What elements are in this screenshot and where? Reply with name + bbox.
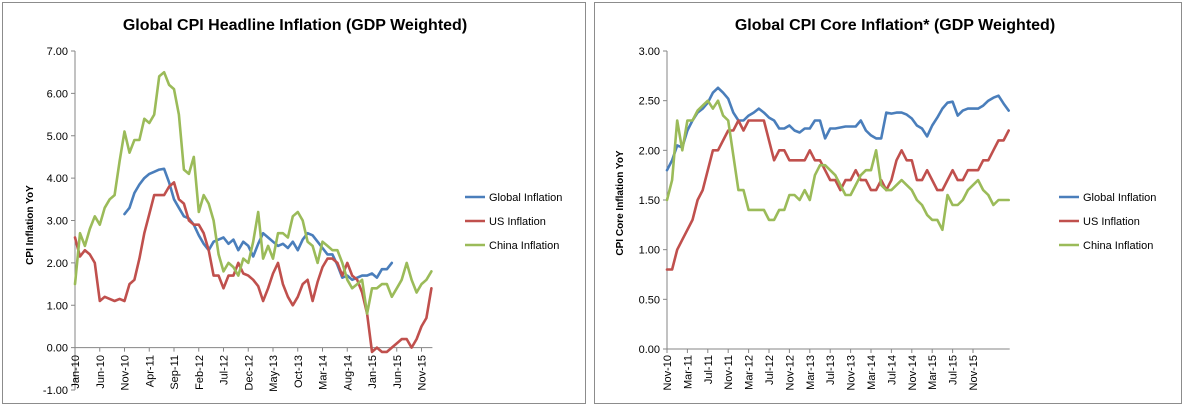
- x-tick-label: May-13: [268, 355, 280, 392]
- y-tick-label: 7.00: [47, 46, 68, 58]
- y-tick-label: 2.50: [639, 96, 660, 108]
- x-tick-label: Jun-10: [95, 355, 107, 389]
- legend-label: Global Inflation: [489, 192, 562, 204]
- x-tick-label: Jul-15: [948, 355, 960, 385]
- x-tick-label: Jul-14: [886, 355, 898, 385]
- x-tick-label: Aug-14: [342, 355, 354, 390]
- core-inflation-chart-panel: Global CPI Core Inflation* (GDP Weighted…: [594, 2, 1182, 404]
- x-tick-label: Jan-15: [367, 355, 379, 389]
- y-tick-label: 5.00: [47, 131, 68, 143]
- core-inflation-chart: Global CPI Core Inflation* (GDP Weighted…: [615, 17, 1156, 390]
- series-line-global-inflation: [123, 167, 394, 282]
- y-tick-label: -1.00: [43, 385, 68, 397]
- x-tick-label: Jul-12: [219, 355, 231, 385]
- y-tick-label: 0.00: [47, 343, 68, 355]
- y-axis-label: CPI Core Inflation YoY: [615, 150, 626, 256]
- x-tick-label: Mar-12: [744, 355, 756, 390]
- x-tick-label: Jul-12: [764, 355, 776, 385]
- x-tick-label: Dec-12: [243, 355, 255, 390]
- x-tick-label: Feb-12: [194, 355, 206, 390]
- legend-label: US Inflation: [1083, 216, 1140, 228]
- x-tick-label: Apr-11: [144, 355, 156, 387]
- series-line-global-inflation: [665, 86, 1011, 172]
- x-tick-label: Mar-14: [318, 355, 330, 390]
- legend-label: China Inflation: [489, 240, 559, 252]
- x-tick-label: Nov-10: [662, 355, 674, 390]
- x-tick-label: Nov-11: [723, 355, 735, 390]
- series-line-us-inflation: [73, 181, 433, 354]
- legend-label: China Inflation: [1083, 240, 1153, 252]
- legend-label: US Inflation: [489, 216, 546, 228]
- series-line-china-inflation: [73, 70, 433, 316]
- y-tick-label: 0.50: [639, 294, 660, 306]
- x-tick-label: Sep-11: [169, 355, 181, 390]
- x-tick-label: Nov-10: [120, 355, 132, 390]
- x-tick-label: Jul-13: [825, 355, 837, 385]
- series-line-china-inflation: [665, 99, 1011, 232]
- x-tick-label: Jan-10: [70, 355, 82, 389]
- x-tick-label: Oct-13: [293, 355, 305, 388]
- headline-inflation-chart: Global CPI Headline Inflation (GDP Weigh…: [25, 17, 562, 397]
- chart-title: Global CPI Headline Inflation (GDP Weigh…: [123, 17, 467, 34]
- y-tick-label: 1.00: [639, 245, 660, 257]
- x-tick-label: Nov-13: [846, 355, 858, 390]
- chart-title: Global CPI Core Inflation* (GDP Weighted…: [735, 17, 1055, 34]
- y-axis-label: CPI Inflation YoY: [25, 185, 36, 265]
- y-tick-label: 3.00: [47, 216, 68, 228]
- y-tick-label: 1.50: [639, 195, 660, 207]
- x-tick-label: Nov-14: [907, 355, 919, 390]
- y-tick-label: 1.00: [47, 300, 68, 312]
- x-tick-label: Nov-15: [968, 355, 980, 390]
- x-tick-label: Nov-12: [784, 355, 796, 390]
- x-tick-label: Mar-11: [682, 355, 694, 389]
- x-tick-label: Nov-15: [417, 355, 429, 390]
- y-tick-label: 0.00: [639, 344, 660, 356]
- x-tick-label: Jul-11: [703, 355, 715, 384]
- y-tick-label: 2.00: [47, 258, 68, 270]
- x-tick-label: Jun-15: [392, 355, 404, 389]
- headline-inflation-chart-panel: Global CPI Headline Inflation (GDP Weigh…: [2, 2, 586, 404]
- y-tick-label: 6.00: [47, 88, 68, 100]
- y-tick-label: 4.00: [47, 173, 68, 185]
- y-tick-label: 3.00: [639, 46, 660, 58]
- legend-label: Global Inflation: [1083, 192, 1156, 204]
- y-tick-label: 2.00: [639, 145, 660, 157]
- x-tick-label: Mar-15: [927, 355, 939, 390]
- x-tick-label: Mar-13: [805, 355, 817, 390]
- x-tick-label: Mar-14: [866, 355, 878, 390]
- series-line-us-inflation: [665, 119, 1011, 271]
